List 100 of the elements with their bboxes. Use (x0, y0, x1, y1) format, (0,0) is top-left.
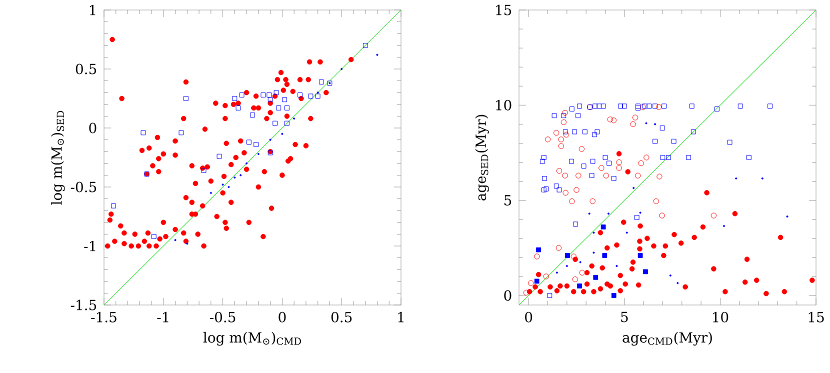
point (542, 176, 547, 181)
point (602, 253, 608, 258)
point (580, 289, 586, 294)
x-tick-label: -0.5 (210, 312, 236, 322)
point (564, 283, 570, 289)
point (562, 172, 568, 178)
point (660, 155, 666, 160)
point (552, 113, 557, 118)
point (534, 254, 540, 260)
point (622, 281, 628, 287)
point (563, 132, 570, 138)
point (570, 289, 576, 294)
point (541, 155, 546, 160)
point (598, 230, 604, 236)
point (201, 168, 206, 173)
y-tick-label: 0 (89, 122, 96, 134)
point (581, 164, 586, 169)
point (572, 256, 578, 262)
point (582, 129, 588, 134)
point (544, 136, 551, 142)
point (554, 130, 560, 136)
point (682, 284, 688, 290)
point (622, 104, 627, 109)
x-tick-label: -1 (157, 312, 168, 322)
point (607, 116, 614, 122)
point (592, 132, 597, 138)
x-tick-label: 10 (713, 312, 728, 322)
point (318, 80, 324, 84)
y-tick-label: 5 (504, 195, 512, 206)
point (810, 278, 815, 283)
x-tick-label: 0 (525, 312, 532, 322)
point (577, 104, 582, 109)
point (661, 252, 666, 258)
point (570, 254, 576, 260)
point (540, 158, 545, 164)
point (232, 96, 238, 101)
y-tick-label: 0.5 (76, 64, 96, 74)
point (678, 240, 684, 246)
point (652, 104, 658, 109)
point (282, 97, 288, 102)
point (541, 187, 546, 192)
point (562, 110, 568, 116)
point (671, 138, 676, 144)
x-tick-label: 5 (621, 312, 628, 322)
point (644, 236, 650, 242)
point (284, 105, 290, 110)
point (636, 282, 642, 288)
point (536, 247, 542, 252)
point (534, 278, 540, 284)
point (569, 198, 575, 204)
point (616, 151, 622, 156)
point (562, 190, 568, 196)
point (653, 198, 660, 204)
y-tick-label: 1 (90, 4, 96, 16)
x-tick-label: 0 (278, 312, 286, 322)
point (630, 260, 636, 265)
point (216, 154, 222, 159)
point (576, 113, 580, 118)
point (111, 203, 116, 208)
point (276, 105, 282, 110)
point (610, 118, 617, 124)
point (629, 266, 635, 272)
point (614, 242, 620, 248)
point (782, 289, 788, 294)
point (666, 155, 671, 160)
point (140, 130, 146, 136)
point (532, 284, 538, 290)
y-tick-label: 0 (504, 290, 512, 301)
y-tick-label: -1.5 (70, 300, 96, 310)
point (574, 187, 580, 193)
point (298, 92, 302, 98)
point (362, 42, 368, 48)
point (556, 168, 562, 174)
point (592, 104, 598, 109)
point (727, 140, 732, 145)
point (732, 210, 738, 216)
point (569, 158, 574, 164)
point (315, 94, 320, 99)
point (643, 269, 648, 274)
point (600, 265, 606, 271)
y-axis-title: log m(M$_{⊙}$)$_{SED}$ (51, 110, 65, 205)
point (565, 253, 570, 258)
point (710, 212, 717, 218)
point (611, 176, 616, 181)
point (636, 106, 640, 110)
point (589, 173, 594, 178)
point (260, 92, 266, 98)
point (714, 106, 720, 112)
point (254, 142, 259, 147)
point (584, 270, 590, 276)
point (184, 96, 188, 101)
point (272, 120, 278, 126)
point (744, 256, 750, 262)
point (742, 280, 748, 285)
point (602, 155, 608, 160)
y-tick-label: -0.5 (70, 182, 96, 192)
point (577, 284, 582, 288)
point (637, 238, 642, 244)
point (584, 281, 590, 287)
point (178, 130, 184, 136)
